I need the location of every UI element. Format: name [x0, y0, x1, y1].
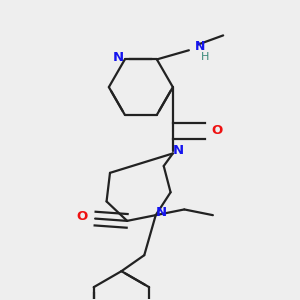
Text: N: N — [173, 143, 184, 157]
Text: O: O — [76, 210, 87, 223]
Text: H: H — [201, 52, 209, 62]
Text: N: N — [112, 51, 124, 64]
Text: N: N — [156, 206, 167, 219]
Text: N: N — [195, 40, 205, 53]
Text: O: O — [212, 124, 223, 137]
